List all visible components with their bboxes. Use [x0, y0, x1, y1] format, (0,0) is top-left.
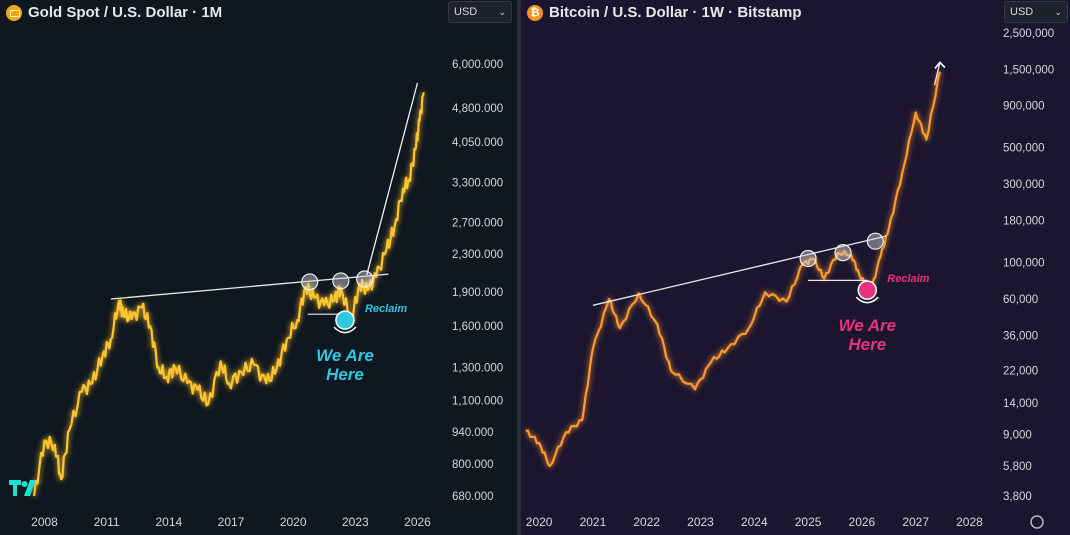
resistance-touch-marker: [799, 249, 817, 268]
y-tick-label: 36,000: [1003, 331, 1038, 343]
y-tick-label: 3,800: [1003, 491, 1032, 503]
we-are-here-label-line2: Here: [848, 335, 886, 354]
chevron-down-icon: ⌄: [498, 6, 506, 17]
y-tick-label: 300,000: [1003, 179, 1045, 191]
trend-line: [110, 273, 389, 300]
x-tick-label: 2027: [902, 515, 929, 529]
gold-chart-header: Gold Spot / U.S. Dollar · 1M: [6, 4, 222, 21]
x-tick-label: 2008: [31, 515, 58, 529]
current-position-swoosh: [855, 296, 879, 304]
gold-currency-select[interactable]: USD ⌄: [448, 1, 512, 23]
resistance-touch-marker: [866, 232, 884, 250]
y-tick-label: 100,000: [1003, 258, 1045, 270]
bitcoin-chart-panel[interactable]: ₿ Bitcoin / U.S. Dollar · 1W · Bitstamp …: [521, 0, 1070, 535]
y-tick-label: 1,300.000: [452, 362, 503, 374]
x-tick-label: 2014: [155, 515, 182, 529]
y-tick-label: 940.000: [452, 427, 494, 439]
projection-line: [933, 62, 941, 86]
y-tick-label: 60,000: [1003, 294, 1038, 306]
y-tick-label: 2,300.000: [452, 249, 503, 261]
gold-chart-title: Gold Spot / U.S. Dollar · 1M: [28, 4, 223, 21]
y-tick-label: 9,000: [1003, 430, 1032, 442]
y-tick-label: 6,000.000: [452, 59, 503, 71]
y-tick-label: 500,000: [1003, 143, 1045, 155]
x-tick-label: 2026: [849, 515, 876, 529]
y-tick-label: 2,700.000: [452, 217, 503, 229]
x-tick-label: 2023: [687, 515, 714, 529]
x-tick-label: 2025: [795, 515, 822, 529]
we-are-here-label: We Are: [838, 316, 896, 335]
x-tick-label: 2017: [218, 515, 245, 529]
x-tick-label: 2020: [526, 515, 553, 529]
bitcoin-currency-select[interactable]: USD ⌄: [1004, 1, 1068, 23]
y-tick-label: 1,600.000: [452, 321, 503, 333]
bitcoin-chart-plot[interactable]: 2,500,000 1,500,000 900,000 500,000 300,000 1…: [521, 0, 1070, 535]
resistance-touch-marker: [332, 272, 350, 290]
bitcoin-icon: ₿: [527, 4, 543, 21]
x-tick-label: 2023: [342, 515, 369, 529]
x-tick-label: 2028: [956, 515, 983, 529]
y-tick-label: 900,000: [1003, 101, 1045, 113]
x-tick-label: 2011: [94, 515, 120, 529]
x-tick-label: 2020: [280, 515, 307, 529]
panel-divider[interactable]: [517, 0, 521, 535]
projection-line: [366, 82, 419, 276]
y-tick-label: 4,050.000: [452, 137, 503, 149]
projection-arrow-head: [934, 61, 946, 70]
y-tick-label: 1,900.000: [452, 287, 503, 299]
x-tick-label: 2021: [580, 515, 607, 529]
resistance-touch-marker: [301, 273, 319, 291]
y-tick-label: 4,800.000: [452, 103, 503, 115]
current-position-swoosh: [333, 326, 357, 334]
reclaim-label: Reclaim: [365, 303, 407, 315]
y-tick-label: 800.000: [452, 459, 494, 471]
bitcoin-chart-header: ₿ Bitcoin / U.S. Dollar · 1W · Bitstamp: [527, 4, 802, 21]
chevron-down-icon: ⌄: [1054, 6, 1062, 17]
y-tick-label: 1,100.000: [452, 396, 503, 408]
we-are-here-label-line2: Here: [326, 365, 364, 384]
y-tick-label: 22,000: [1003, 366, 1038, 378]
x-tick-label: 2024: [741, 515, 768, 529]
y-tick-label: 1,500,000: [1003, 64, 1054, 76]
current-position-marker: [335, 310, 355, 330]
y-tick-label: 680.000: [452, 491, 494, 503]
xauusd-price-line: [33, 92, 425, 497]
y-tick-label: 3,300.000: [452, 178, 503, 190]
x-tick-label: 2022: [633, 515, 660, 529]
gold-chart-panel[interactable]: Gold Spot / U.S. Dollar · 1M USD ⌄ 6,000…: [0, 0, 517, 535]
gold-chart-plot[interactable]: 6,000.000 4,800.000 4,050.000 3,300.000 2,70…: [0, 0, 517, 535]
tradingview-logo-icon: [9, 480, 36, 496]
gold-bars-icon: [6, 4, 22, 21]
bitcoin-chart-title: Bitcoin / U.S. Dollar · 1W · Bitstamp: [549, 4, 802, 21]
current-position-marker: [857, 280, 878, 300]
settings-gear-icon[interactable]: [1030, 515, 1044, 529]
x-tick-label: 2026: [404, 515, 431, 529]
bitcoin-currency-value: USD: [1010, 6, 1034, 18]
gold-currency-value: USD: [454, 6, 478, 18]
resistance-touch-marker: [356, 270, 374, 288]
y-tick-label: 180,000: [1003, 216, 1045, 228]
we-are-here-label: We Are: [316, 346, 374, 365]
y-tick-label: 14,000: [1003, 398, 1038, 410]
y-tick-label: 5,800: [1003, 461, 1032, 473]
resistance-touch-marker: [834, 244, 852, 262]
reclaim-label: Reclaim: [887, 273, 929, 285]
btcusd-price-line: [525, 71, 941, 467]
y-tick-label: 2,500,000: [1003, 28, 1054, 40]
